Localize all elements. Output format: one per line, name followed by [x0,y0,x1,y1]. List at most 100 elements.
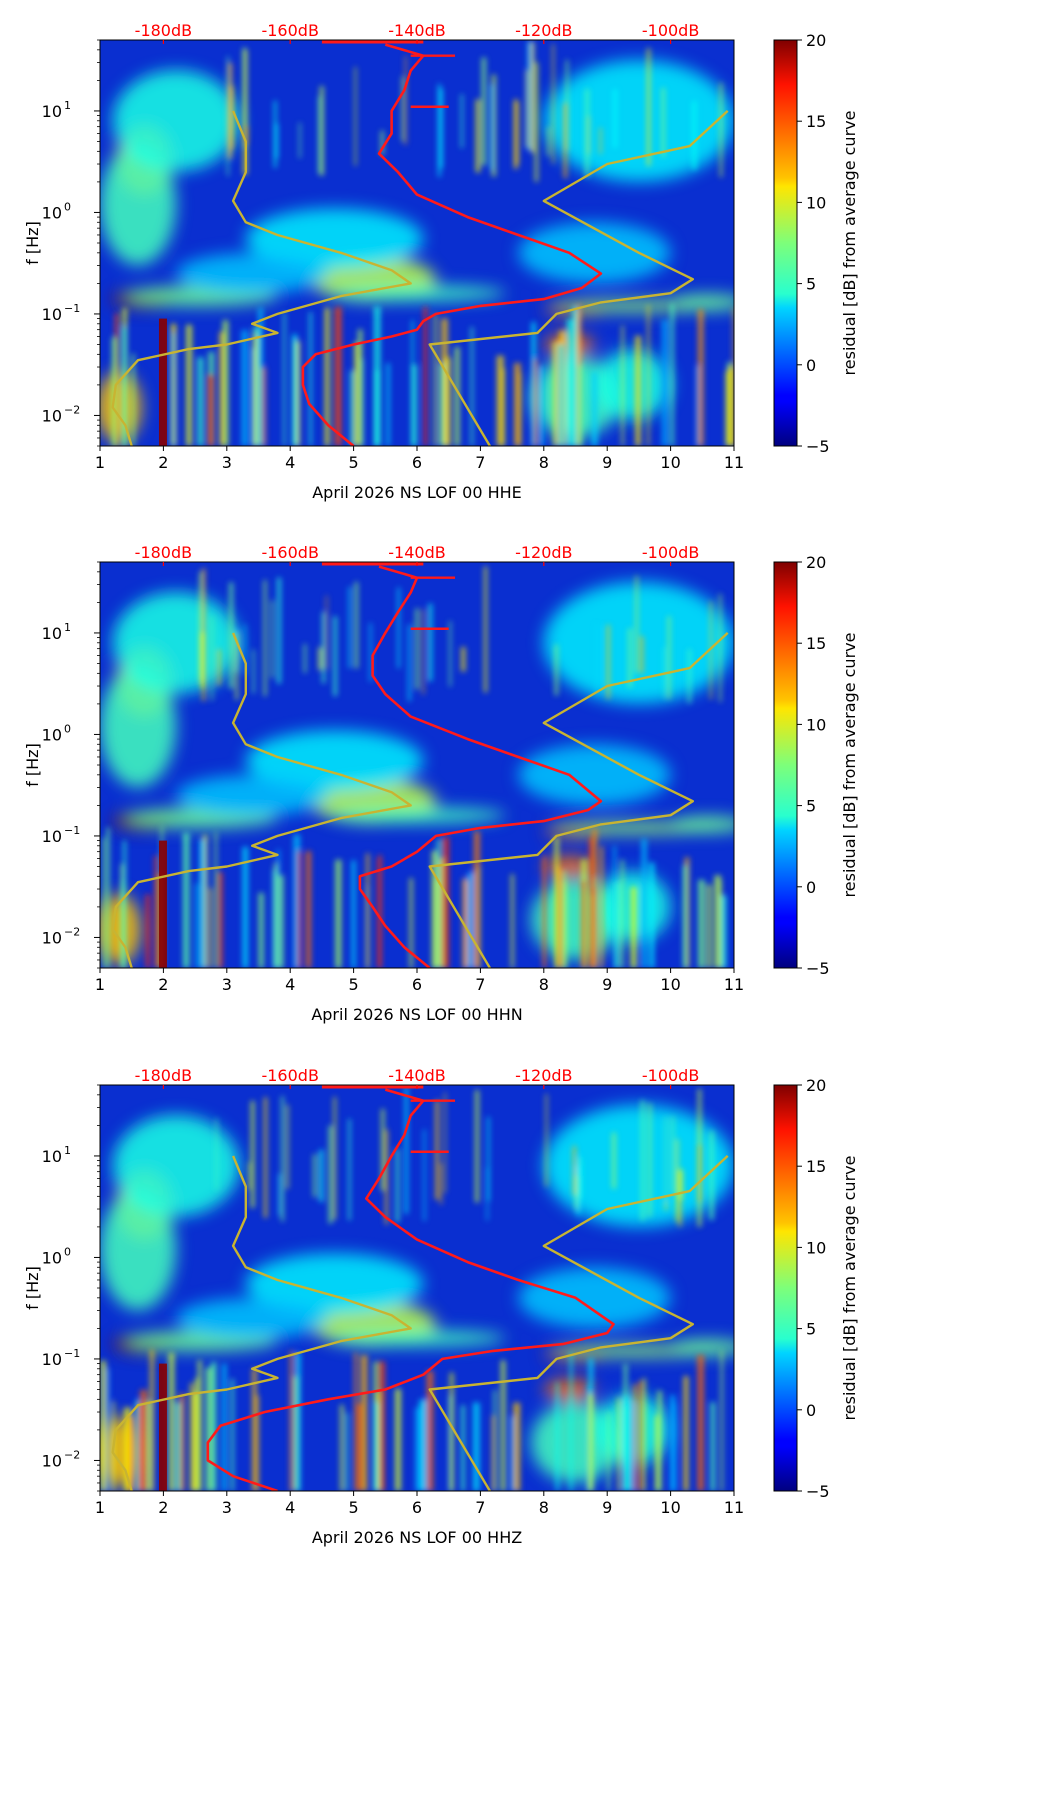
residual-streak [146,1400,151,1491]
residual-blob [100,143,177,266]
db-axis-label: -180dB [135,1066,192,1085]
residual-streak [442,836,449,968]
residual-streak [719,880,722,968]
residual-field [100,1085,734,1491]
colorbar-tick-label: 5 [806,797,816,816]
residual-streak [122,326,127,446]
residual-blob [112,70,240,172]
residual-streak [462,878,467,968]
residual-streak [719,593,722,703]
y-tick-label: 10 [42,305,62,324]
residual-streak [373,1402,379,1491]
model-curve [111,632,412,968]
residual-streak [558,344,564,446]
residual-streak [380,130,384,155]
residual-streak [572,306,578,446]
colorbar-tick-label: −5 [806,1482,830,1501]
residual-blob [670,816,734,833]
residual-streak [248,1162,251,1190]
x-tick-label: 1 [95,453,105,472]
residual-streak [252,1368,257,1491]
residual-streak [661,87,665,157]
db-axis-label: -140dB [388,1066,445,1085]
residual-streak [725,371,729,446]
residual-streak [309,312,312,446]
residual-streak [635,575,638,673]
residual-streak [377,1391,381,1491]
residual-streak [467,872,474,968]
residual-streak [510,874,514,968]
x-tick-label: 3 [222,453,232,472]
residual-streak [395,1148,400,1223]
residual-streak [373,306,381,446]
residual-streak [428,603,433,682]
model-curve [111,1155,412,1491]
residual-blob [100,893,142,965]
residual-streak [228,63,233,159]
residual-streak [335,859,342,968]
model-curve [428,1155,729,1491]
y-tick-exponent: −2 [64,1448,80,1461]
residual-streak [252,649,255,694]
residual-streak [613,846,616,968]
residual-streak [199,572,202,681]
residual-streak [145,894,150,968]
residual-streak [182,832,190,968]
residual-streak [682,865,688,968]
x-tick-label: 7 [475,975,485,994]
colorbar-tick-label: 10 [806,1238,826,1257]
residual-streak [207,374,214,446]
residual-blob [543,856,595,877]
x-tick-label: 3 [222,975,232,994]
field-streaks [102,566,727,968]
residual-streak [154,855,158,968]
residual-streak [215,1118,218,1191]
residual-streak [439,363,444,446]
residual-streak [244,624,246,676]
residual-streak [281,1096,284,1222]
y-tick-label: 10 [42,1350,62,1369]
residual-field [100,40,734,446]
residual-streak [318,647,322,670]
y-tick-exponent: 0 [64,200,71,213]
residual-streak [661,319,669,446]
residual-streak [707,884,712,968]
residual-streak [106,1368,110,1491]
residual-blob [518,222,671,284]
residual-streak [461,647,466,672]
colorbar: −5 0 5 10 15 20 residual [dB] from average cur… [773,1076,859,1501]
y-tick-exponent: 1 [64,621,71,634]
colorbar-tick-label: −5 [806,959,830,978]
db-axis-label: -100dB [642,543,699,562]
residual-streak [351,860,356,968]
residual-streak [709,1130,714,1220]
residual-streak [501,368,505,446]
residual-blob [670,1339,734,1356]
residual-streak [473,831,480,968]
residual-streak [698,309,704,446]
residual-streak [720,1350,723,1491]
colorbar-tick-label: 5 [806,1320,816,1339]
residual-streak [415,608,419,690]
residual-streak [358,329,363,446]
residual-streak [486,1167,489,1221]
db-axis-label: -180dB [135,543,192,562]
residual-blob [245,730,424,792]
residual-streak [697,1355,704,1491]
residual-streak [313,1154,317,1198]
residual-streak [411,364,417,446]
colorbar-tick-label: 0 [806,878,816,897]
residual-streak [242,846,249,968]
residual-blob [245,1253,424,1315]
x-tick-label: 6 [412,453,422,472]
residual-streak [218,872,223,968]
x-tick-label: 8 [539,975,549,994]
x-axis-label: April 2026 NS LOF 00 HHZ [312,1528,522,1547]
residual-streak [696,365,699,446]
residual-streak [217,649,221,686]
x-tick-label: 8 [539,453,549,472]
residual-streak [687,649,691,704]
residual-streak [657,1390,662,1491]
residual-streak [258,892,264,968]
